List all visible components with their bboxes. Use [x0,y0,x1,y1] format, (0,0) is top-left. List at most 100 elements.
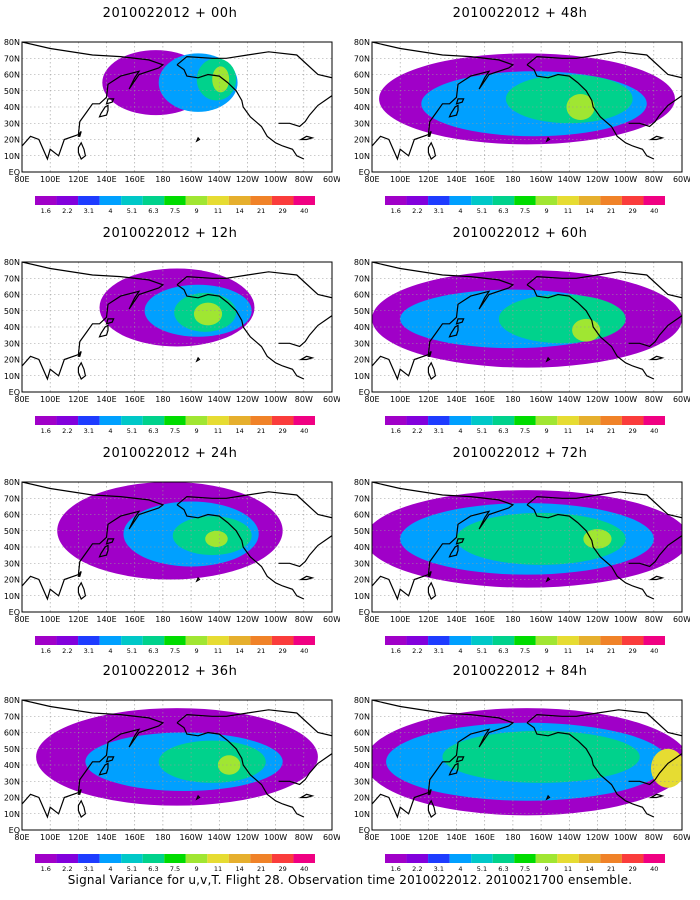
colorbar-swatch [514,636,536,645]
longitude-label: 140W [558,615,581,624]
longitude-label: 140E [446,833,466,842]
longitude-label: 120W [236,615,259,624]
longitude-label: 120W [236,833,259,842]
grid-lines [22,42,332,172]
colorbar-swatch [164,196,186,205]
longitude-label: 80E [364,833,379,842]
panel-title: 2010022012 + 12h [102,226,238,241]
longitude-label: 180 [505,175,520,184]
latitude-label: 30N [354,777,370,786]
colorbar-label: 11 [214,865,222,873]
latitude-label: 20N [354,356,370,365]
colorbar-label: 21 [607,647,615,655]
latitude-label: 70N [354,712,370,721]
colorbar-swatch [185,854,208,863]
longitude-label: 140E [96,175,116,184]
longitude-label: 100E [390,175,410,184]
longitude-label: 120E [418,615,438,624]
longitude-label: 80E [14,833,29,842]
colorbar-swatch [228,416,251,425]
colorbar-swatch [56,854,79,863]
longitude-label: 160E [125,175,145,184]
panel-title: 2010022012 + 72h [452,446,588,461]
colorbar-label: 14 [585,427,593,435]
colorbar-label: 5.1 [477,865,487,873]
colorbar-swatch [35,854,57,863]
latitude-label: 50N [4,527,20,536]
latitude-label: 20N [4,136,20,145]
longitude-label: 100E [390,395,410,404]
colorbar-label: 6.3 [498,207,508,215]
longitude-label: 120E [68,615,88,624]
longitude-label: 100E [390,833,410,842]
colorbar-label: 40 [300,427,308,435]
colorbar-swatch [121,636,143,645]
colorbar-swatch [492,854,515,863]
colorbar-label: 4 [108,865,112,873]
latitude-label: EQ [359,388,370,397]
colorbar-label: 29 [279,427,287,435]
longitude-label: 120W [586,175,609,184]
longitude-label: 160E [475,395,495,404]
longitude-label: 120E [418,833,438,842]
longitude-label: 60W [323,175,340,184]
latitude-label: EQ [9,826,20,835]
latitude-label: 30N [354,119,370,128]
longitude-label: 120W [586,395,609,404]
colorbar-label: 40 [650,865,658,873]
colorbar-label: 21 [607,207,615,215]
latitude-label: 70N [354,494,370,503]
coastline [372,42,682,161]
colorbar-swatch [557,854,579,863]
panel-title: 2010022012 + 48h [452,6,588,21]
colorbar-label: 3.1 [84,207,94,215]
colorbar-swatch [406,636,429,645]
colorbar-label: 21 [257,207,265,215]
colorbar-label: 4 [108,647,112,655]
colorbar-label: 5.1 [127,207,137,215]
colorbar-swatch [643,196,665,205]
longitude-label: 80W [645,615,663,624]
colorbar-label: 9 [544,865,548,873]
longitude-label: 160E [475,175,495,184]
map-frame [21,699,333,831]
latitude-label: 70N [354,54,370,63]
panel-title: 2010022012 + 60h [452,226,588,241]
longitude-label: 80E [14,395,29,404]
colorbar-swatch [250,636,272,645]
colorbar-label: 21 [257,647,265,655]
colorbar-swatch [207,636,229,645]
latitude-label: 40N [354,323,370,332]
colorbar-label: 1.6 [41,647,51,655]
latitude-label: 10N [4,592,20,601]
longitude-label: 140E [96,833,116,842]
colorbar-label: 7.5 [170,207,180,215]
longitude-label: 80W [295,833,313,842]
colorbar-swatch [271,416,294,425]
forecast-panel: 80N 70N 60N 50N 40N 30N 20N 10N EQ 80E 100E 120E 140… [350,440,690,670]
longitude-label: 60W [323,395,340,404]
longitude-label: 140E [446,615,466,624]
latitude-label: 10N [4,810,20,819]
colorbar-swatch [207,196,229,205]
colorbar-label: 14 [235,865,243,873]
colorbar-swatch [293,854,315,863]
colorbar-label: 29 [279,647,287,655]
colorbar-swatch [621,196,644,205]
longitude-label: 140E [96,615,116,624]
colorbar-label: 7.5 [170,647,180,655]
colorbar-swatch [428,196,450,205]
colorbar-swatch [449,854,472,863]
colorbar-swatch [406,854,429,863]
longitude-label: 180 [155,833,170,842]
longitude-label: 120E [68,395,88,404]
latitude-label: 30N [4,559,20,568]
colorbar-swatch [535,636,558,645]
longitude-label: 60W [673,395,690,404]
colorbar-swatch [228,196,251,205]
longitude-label: 140W [558,833,581,842]
